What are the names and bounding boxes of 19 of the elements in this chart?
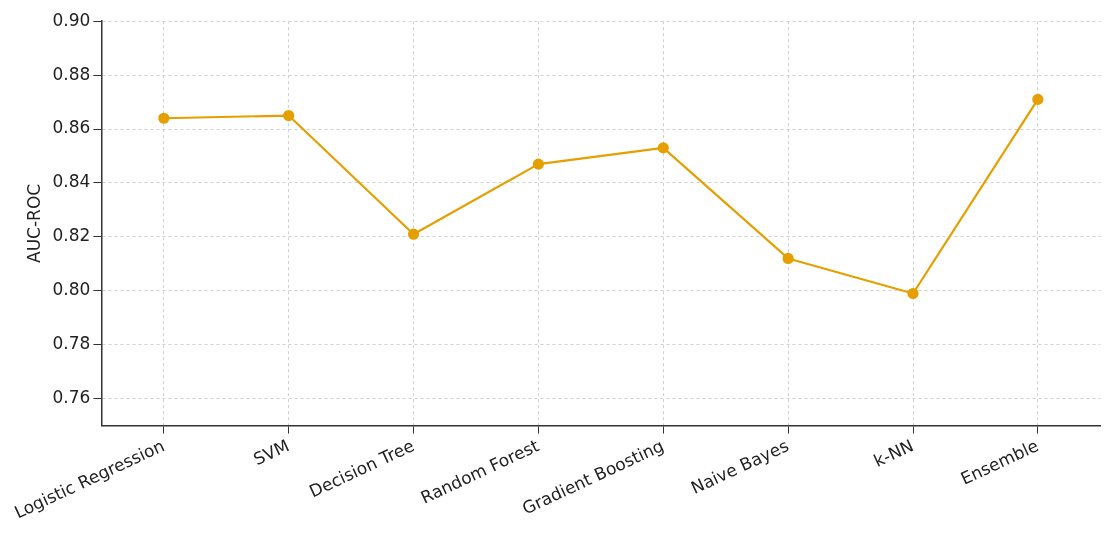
x-tick-label: k-NN	[870, 435, 917, 471]
y-axis-title: AUC-ROC	[23, 183, 44, 263]
point	[158, 112, 170, 124]
y-tick-label: 0.76	[52, 387, 91, 408]
y-tick-label: 0.82	[52, 225, 91, 246]
x-tick-label: SVM	[250, 435, 293, 470]
point	[283, 109, 295, 122]
point	[657, 142, 669, 154]
point	[532, 158, 544, 170]
y-tick-label: 0.86	[52, 117, 91, 138]
y-tick-label: 0.80	[52, 279, 91, 300]
y-tick-label: 0.88	[52, 63, 91, 84]
y-tick-label: 0.90	[52, 9, 91, 30]
point	[782, 252, 794, 265]
y-tick-label: 0.78	[52, 333, 91, 354]
point	[407, 228, 420, 240]
point	[907, 287, 919, 300]
point	[1032, 93, 1044, 105]
y-tick-label: 0.84	[52, 171, 91, 192]
